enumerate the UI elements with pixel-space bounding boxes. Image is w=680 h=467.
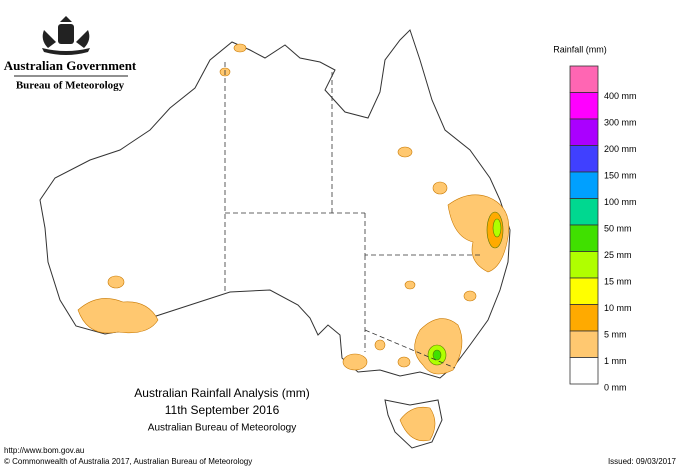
legend-label: 400 mm (604, 91, 637, 101)
legend-swatch (569, 224, 599, 252)
legend-label: 25 mm (604, 250, 632, 260)
legend-swatch (569, 357, 599, 385)
legend-swatch (569, 92, 599, 120)
legend-swatch (569, 277, 599, 305)
mainland-outline (39, 29, 511, 379)
legend-swatch (569, 171, 599, 199)
state-borders (224, 62, 480, 369)
legend-label: 100 mm (604, 197, 637, 207)
footer-copyright: © Commonwealth of Australia 2017, Austra… (4, 457, 252, 466)
legend-swatch (569, 65, 599, 93)
legend-swatch (569, 118, 599, 146)
legend-label: 15 mm (604, 276, 632, 286)
heavy-rainfall-areas (427, 211, 504, 366)
coat-of-arms (42, 16, 90, 55)
legend-label: 1 mm (604, 356, 627, 366)
legend-title: Rainfall (mm) (553, 44, 607, 54)
legend-swatch (569, 251, 599, 279)
legend-swatch (569, 198, 599, 226)
map-date: 11th September 2016 (165, 403, 280, 417)
agency-name: Australian Government (4, 58, 137, 73)
legend-swatch (569, 145, 599, 173)
bureau-name: Bureau of Meteorology (16, 80, 125, 92)
legend-label: 10 mm (604, 303, 632, 313)
legend-label: 150 mm (604, 170, 637, 180)
legend-label: 50 mm (604, 223, 632, 233)
legend-swatch (569, 304, 599, 332)
legend-label: 300 mm (604, 117, 637, 127)
legend: 400 mm 300 mm 200 mm 150 mm 100 mm 50 mm 25 mm… (569, 65, 637, 392)
legend-swatch (569, 330, 599, 358)
legend-label: 5 mm (604, 329, 627, 339)
map-source: Australian Bureau of Meteorology (148, 423, 296, 434)
footer-url: http://www.bom.gov.au (4, 446, 84, 455)
legend-label: 0 mm (604, 382, 627, 392)
footer-issued: Issued: 09/03/2017 (608, 457, 677, 466)
map-title: Australian Rainfall Analysis (mm) (134, 386, 309, 400)
legend-label: 200 mm (604, 144, 637, 154)
rainfall-areas (77, 43, 510, 442)
